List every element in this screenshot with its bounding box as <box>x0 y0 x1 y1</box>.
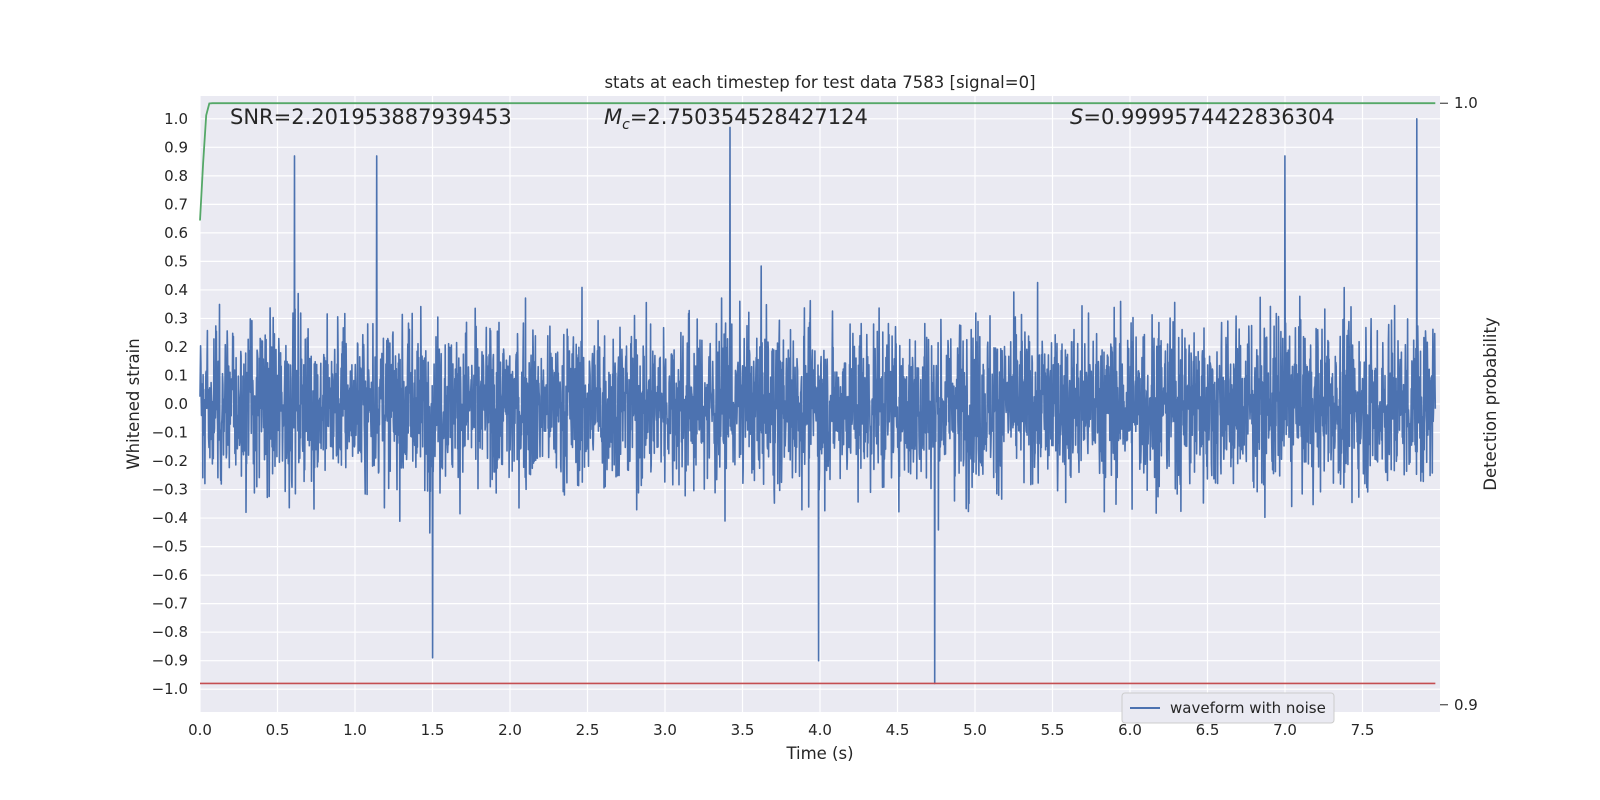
x-tick-label: 7.5 <box>1351 721 1375 739</box>
x-tick-label: 6.0 <box>1118 721 1142 739</box>
x-tick-label: 7.0 <box>1273 721 1297 739</box>
x-tick-label: 2.0 <box>498 721 522 739</box>
y-tick-label: 0.9 <box>164 138 188 156</box>
y-tick-label: 0.1 <box>164 366 188 384</box>
y-tick-label: −0.3 <box>152 481 188 499</box>
snr-annotation: SNR=2.201953887939453 <box>230 105 512 129</box>
y-tick-label: −0.5 <box>152 538 188 556</box>
y-tick-label: −0.8 <box>152 623 188 641</box>
waveform-line <box>199 118 1437 685</box>
legend: waveform with noise <box>1121 692 1335 724</box>
x-tick-label: 3.5 <box>731 721 755 739</box>
chirp-mass-subscript: c <box>622 117 630 133</box>
statistic-value: =0.9999574422836304 <box>1083 105 1334 129</box>
statistic-annotation: S=0.9999574422836304 <box>1070 105 1335 129</box>
y-tick-label: −1.0 <box>152 680 188 698</box>
chirp-mass-value: =2.750354528427124 <box>630 105 868 129</box>
y-tick-label: −0.9 <box>152 652 188 670</box>
x-tick-label: 5.0 <box>963 721 987 739</box>
x-tick-label: 0.5 <box>266 721 290 739</box>
x-tick-label: 4.5 <box>886 721 910 739</box>
legend-label: waveform with noise <box>1170 699 1326 717</box>
x-axis-label: Time (s) <box>785 744 853 763</box>
y-tick-label: 1.0 <box>164 110 188 128</box>
x-tick-label: 6.5 <box>1196 721 1220 739</box>
x-tick-label: 1.5 <box>421 721 445 739</box>
x-tick-label: 3.0 <box>653 721 677 739</box>
x-axis-ticks: 0.0 0.5 1.0 1.5 2.0 2.5 3.0 3.5 4.0 4.5 5.0 5.5 6.0 6… <box>188 721 1374 739</box>
chirp-mass-annotation: Mc=2.750354528427124 <box>604 105 868 133</box>
y-tick-label: 0.2 <box>164 338 188 356</box>
statistic-symbol: S <box>1070 105 1083 129</box>
y-tick-label: −0.7 <box>152 595 188 613</box>
y-tick-label: −0.1 <box>152 424 188 442</box>
y2-tick-label: 1.0 <box>1454 94 1478 112</box>
y2-axis-ticks: 1.0 0.9 <box>1440 94 1478 714</box>
y-tick-label: 0.6 <box>164 224 188 242</box>
detection-probability-line <box>199 102 1436 221</box>
y2-axis-label: Detection probability <box>1481 317 1500 491</box>
y-axis-ticks: 1.0 0.9 0.8 0.7 0.6 0.5 0.4 0.3 0.2 0.1 0.0 −0.1 −0.… <box>152 110 188 698</box>
chirp-mass-symbol: M <box>604 105 622 129</box>
y-tick-label: 0.4 <box>164 281 188 299</box>
y-tick-label: 0.5 <box>164 252 188 270</box>
y-tick-label: 0.0 <box>164 395 188 413</box>
x-tick-label: 2.5 <box>576 721 600 739</box>
y-tick-label: −0.6 <box>152 566 188 584</box>
y-axis-label: Whitened strain <box>124 338 143 469</box>
y-tick-label: 0.7 <box>164 195 188 213</box>
y-tick-label: 0.8 <box>164 167 188 185</box>
legend-box <box>1121 692 1335 724</box>
x-tick-label: 4.0 <box>808 721 832 739</box>
y-tick-label: 0.3 <box>164 309 188 327</box>
waveform-series <box>199 118 1437 685</box>
y2-tick-label: 0.9 <box>1454 696 1478 714</box>
x-tick-label: 1.0 <box>343 721 367 739</box>
x-tick-label: 5.5 <box>1041 721 1065 739</box>
chart-title: stats at each timestep for test data 758… <box>604 73 1035 92</box>
y-tick-label: −0.4 <box>152 509 188 527</box>
x-tick-label: 0.0 <box>188 721 212 739</box>
detection-probability-series <box>199 102 1436 221</box>
y-tick-label: −0.2 <box>152 452 188 470</box>
